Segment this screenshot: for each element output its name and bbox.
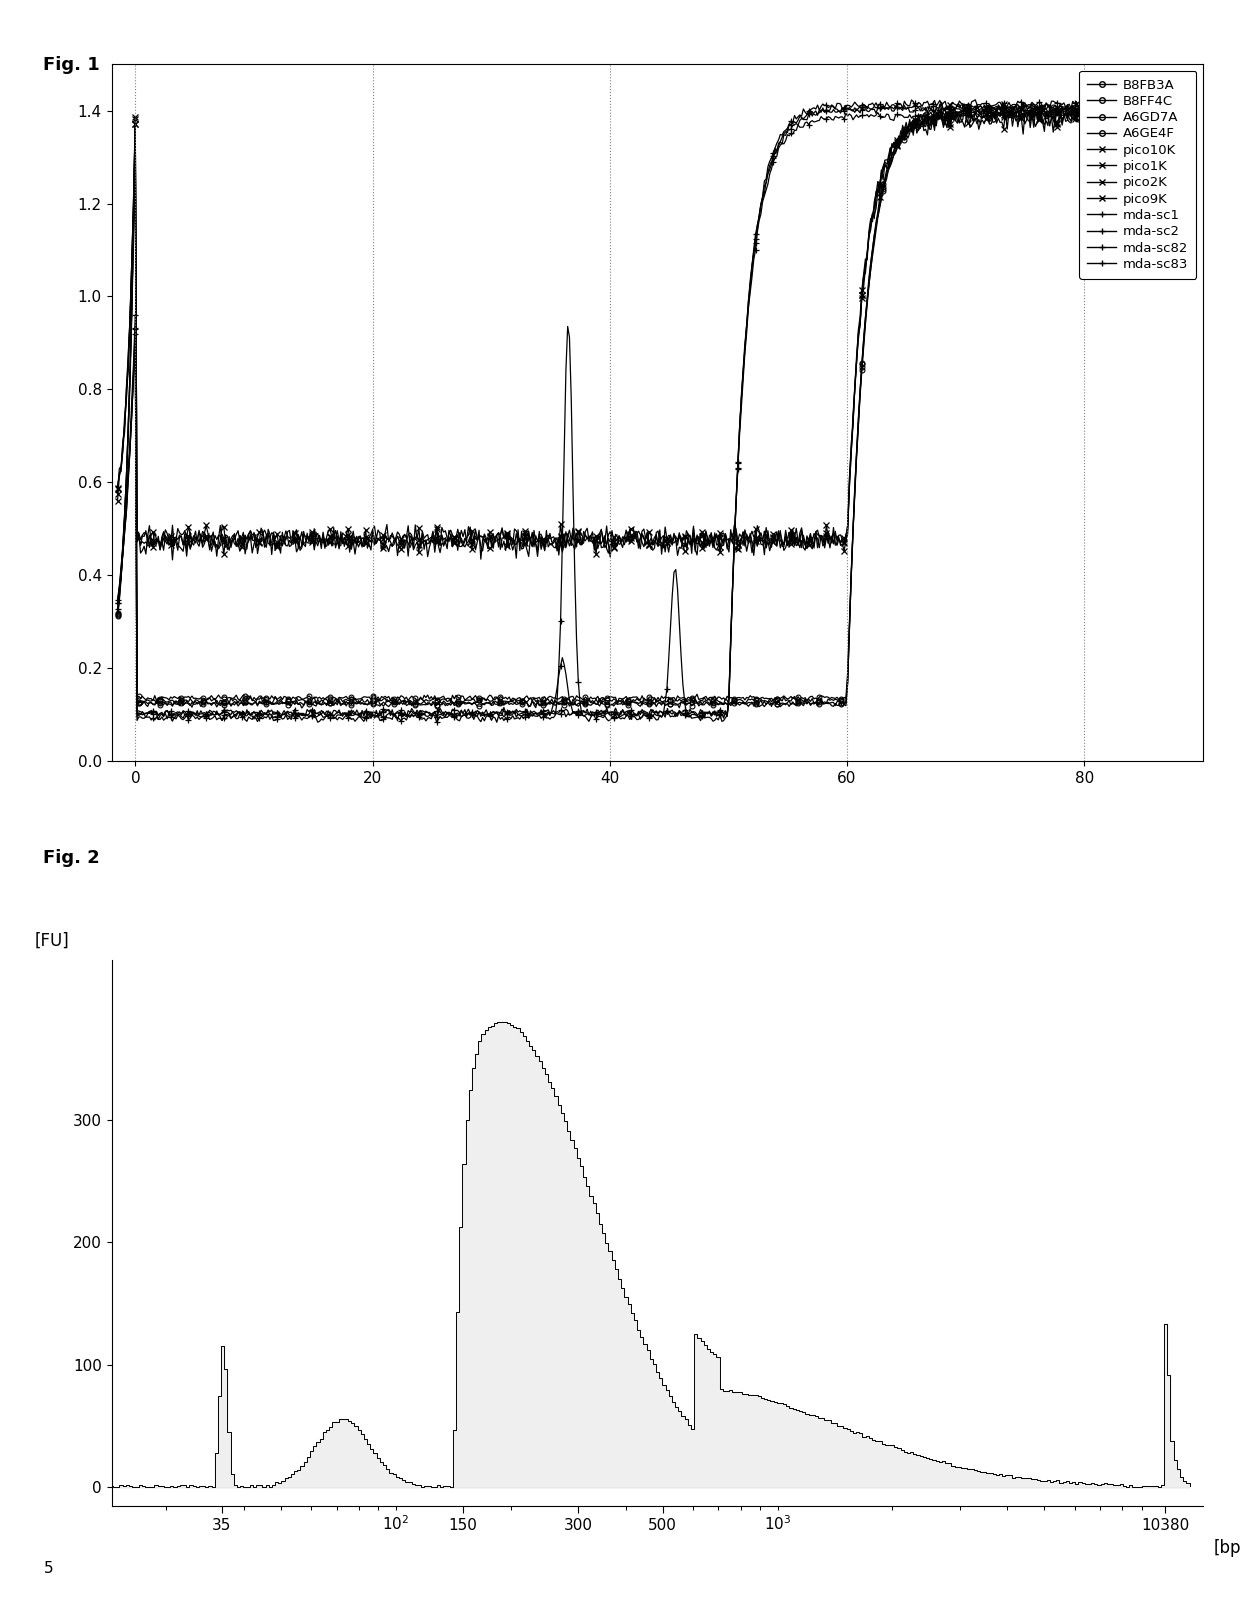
Text: Fig. 1: Fig. 1 — [43, 56, 100, 74]
Text: [bp]: [bp] — [1214, 1538, 1240, 1557]
Y-axis label: [FU]: [FU] — [35, 931, 69, 950]
Text: 5: 5 — [43, 1562, 53, 1576]
Text: Fig. 2: Fig. 2 — [43, 849, 100, 867]
Legend: B8FB3A, B8FF4C, A6GD7A, A6GE4F, pico10K, pico1K, pico2K, pico9K, mda-sc1, mda-sc: B8FB3A, B8FF4C, A6GD7A, A6GE4F, pico10K,… — [1079, 70, 1197, 279]
